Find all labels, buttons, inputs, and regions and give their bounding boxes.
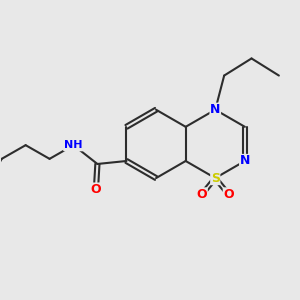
Text: N: N	[210, 103, 220, 116]
Text: O: O	[223, 188, 234, 201]
Text: O: O	[91, 183, 101, 196]
Text: N: N	[240, 154, 250, 167]
Text: S: S	[211, 172, 220, 184]
Text: O: O	[196, 188, 207, 201]
Text: NH: NH	[64, 140, 83, 150]
